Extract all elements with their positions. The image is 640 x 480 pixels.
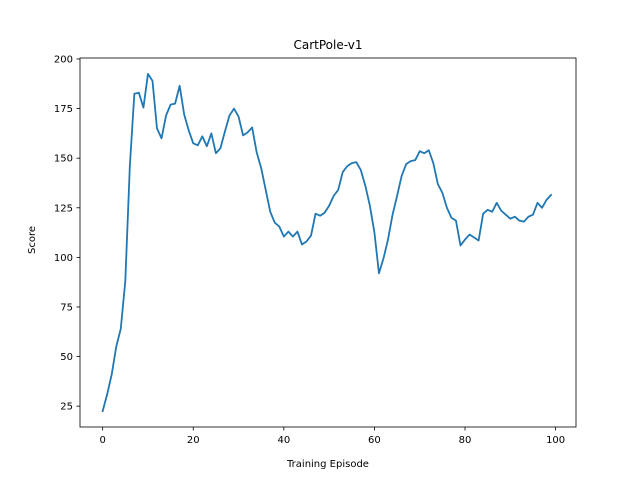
y-axis-label: Score bbox=[27, 226, 38, 254]
y-axis-ticks: 25 50 75 100 125 150 175 200 bbox=[54, 54, 80, 413]
y-tick-label: 150 bbox=[54, 154, 73, 165]
x-axis-ticks: 0 20 40 60 80 100 bbox=[99, 427, 565, 446]
x-axis-label: Training Episode bbox=[286, 459, 369, 470]
y-tick-label: 175 bbox=[54, 104, 73, 115]
chart-title: CartPole-v1 bbox=[294, 38, 363, 52]
y-tick-label: 100 bbox=[54, 253, 73, 264]
x-tick-label: 60 bbox=[368, 435, 381, 446]
plot-area bbox=[79, 57, 577, 428]
x-tick-label: 40 bbox=[277, 435, 290, 446]
y-tick-label: 75 bbox=[60, 302, 73, 313]
y-tick-label: 125 bbox=[54, 203, 73, 214]
y-tick-label: 25 bbox=[60, 402, 73, 413]
x-tick-label: 20 bbox=[187, 435, 200, 446]
series-line-0 bbox=[101, 72, 553, 413]
y-tick-label: 50 bbox=[60, 352, 73, 363]
x-tick-label: 80 bbox=[459, 435, 472, 446]
y-tick-label: 200 bbox=[54, 54, 73, 65]
x-tick-label: 100 bbox=[546, 435, 565, 446]
axes-frame bbox=[79, 57, 577, 428]
x-tick-label: 0 bbox=[99, 435, 105, 446]
